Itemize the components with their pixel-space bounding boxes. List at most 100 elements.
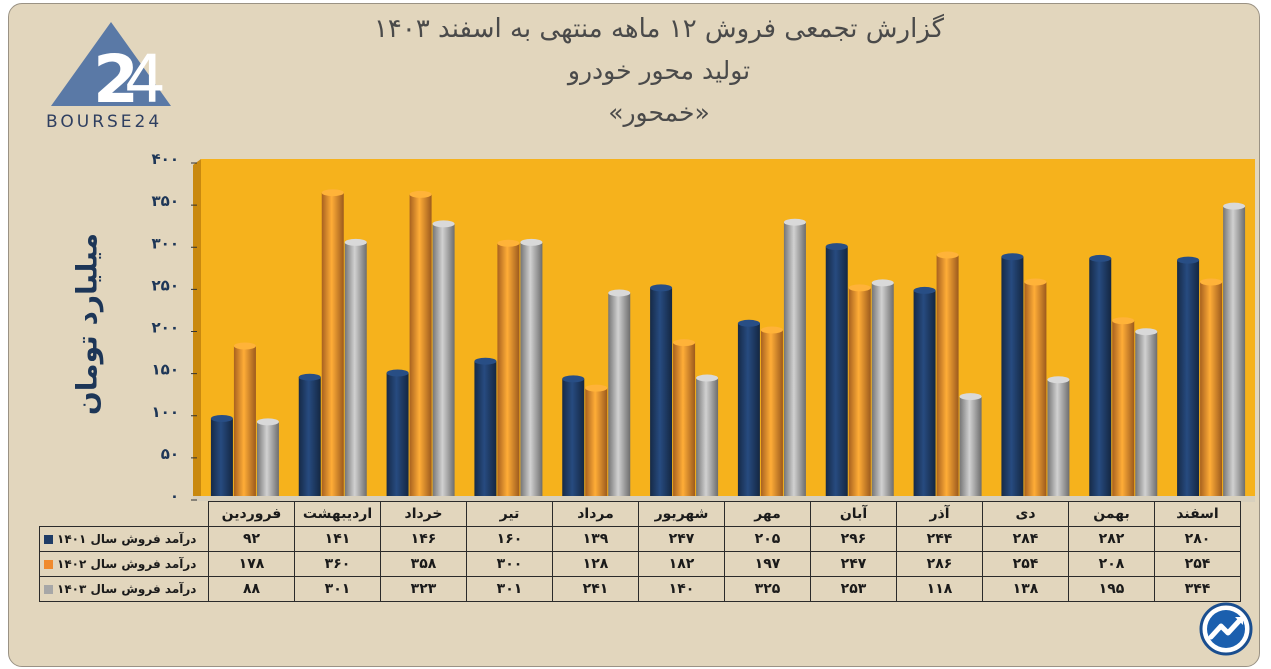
table-header-row: فروردین اردیبهشت خرداد تیر مرداد شهریور مهر آبا… [39, 501, 1241, 527]
bar-top [409, 190, 432, 198]
bar [673, 342, 696, 496]
legend-label: درآمد فروش سال ۱۴۰۱ [57, 532, 197, 546]
bar-top [673, 339, 696, 347]
data-label: ۱۸۲ [638, 551, 725, 577]
data-label: ۳۵۸ [380, 551, 467, 577]
bar [650, 287, 673, 496]
bar-top [936, 251, 959, 259]
plot-floor [193, 496, 1255, 502]
legend-swatch [44, 560, 53, 569]
y-tick-label: ۴۰۰ [152, 150, 179, 168]
bar-top [1177, 256, 1200, 264]
bar-top [562, 375, 585, 383]
data-label: ۲۴۱ [552, 576, 639, 602]
bar [497, 243, 520, 496]
y-tick-label: ۳۰۰ [152, 234, 179, 252]
data-label: ۲۴۴ [896, 526, 983, 552]
bar-top [825, 243, 848, 251]
bar [432, 223, 455, 496]
bar [474, 361, 497, 496]
bar [696, 378, 719, 496]
data-label: ۲۹۶ [810, 526, 897, 552]
data-label: ۲۵۴ [982, 551, 1069, 577]
data-label: ۱۳۹ [552, 526, 639, 552]
data-label: ۱۲۸ [552, 551, 639, 577]
data-label: ۱۴۶ [380, 526, 467, 552]
bar-top [474, 357, 497, 365]
y-tick-label: ۳۵۰ [152, 192, 179, 210]
svg-text:2: 2 [93, 41, 139, 118]
month-label: مرداد [552, 501, 639, 527]
y-tick-label: ۵۰ [161, 445, 179, 463]
bar [1024, 282, 1047, 496]
svg-text:4: 4 [124, 41, 166, 118]
bar-top [256, 418, 279, 426]
data-label: ۱۷۸ [208, 551, 295, 577]
bar-top [298, 373, 321, 381]
bar-top [959, 393, 982, 401]
trend-badge-icon [1199, 602, 1253, 656]
month-label: خرداد [380, 501, 467, 527]
bar [210, 418, 233, 496]
bar [848, 287, 871, 496]
month-label: دی [982, 501, 1069, 527]
month-label: اسفند [1154, 501, 1241, 527]
data-label: ۲۸۶ [896, 551, 983, 577]
bar [409, 194, 432, 496]
bar [825, 246, 848, 496]
bar [913, 290, 936, 496]
data-label: ۱۴۰ [638, 576, 725, 602]
data-label: ۳۰۱ [294, 576, 381, 602]
bar-top [1112, 317, 1135, 325]
bar [737, 323, 760, 496]
logo-text: BOURSE24 [46, 112, 163, 132]
bar-top [650, 284, 673, 292]
legend-label: درآمد فروش سال ۱۴۰۳ [57, 582, 197, 596]
bar [1112, 320, 1135, 496]
data-label: ۱۳۸ [982, 576, 1069, 602]
data-label: ۳۲۵ [724, 576, 811, 602]
y-axis-label: میلیارد تومان [70, 232, 104, 416]
data-label: ۲۴۷ [638, 526, 725, 552]
chart-company-symbol: «خمحور» [608, 98, 710, 127]
bar [585, 388, 608, 496]
month-label: تیر [466, 501, 553, 527]
bar-top [913, 286, 936, 294]
data-label: ۱۱۸ [896, 576, 983, 602]
y-tick-label: ۱۰۰ [152, 403, 179, 421]
month-label: فروردین [208, 501, 295, 527]
bar-top [696, 374, 719, 382]
series-legend: درآمد فروش سال ۱۴۰۲ [39, 551, 209, 577]
bar-top [233, 342, 256, 350]
plot-side-wall [193, 159, 201, 502]
bar [1177, 260, 1200, 496]
month-label: بهمن [1068, 501, 1155, 527]
bar-top [432, 220, 455, 228]
bar [1135, 331, 1158, 496]
bar [1047, 379, 1070, 496]
data-label: ۳۲۳ [380, 576, 467, 602]
legend-label: درآمد فروش سال ۱۴۰۲ [57, 557, 197, 571]
data-label: ۳۶۰ [294, 551, 381, 577]
data-label: ۲۸۰ [1154, 526, 1241, 552]
bar [298, 377, 321, 496]
table-row: درآمد فروش سال ۱۴۰۲ ۱۷۸ ۳۶۰ ۳۵۸ ۳۰۰ ۱۲۸ ۱۸۲ ۱۹۷… [39, 551, 1241, 577]
data-label: ۱۴۱ [294, 526, 381, 552]
bar [1089, 258, 1112, 496]
y-tick-label: ۰ [170, 487, 179, 505]
bar-top [1001, 253, 1024, 261]
bar [608, 292, 631, 496]
table-row: درآمد فروش سال ۱۴۰۳ ۸۸ ۳۰۱ ۳۲۳ ۳۰۱ ۲۴۱ ۱۴۰ ۳۲۵ ۲… [39, 576, 1241, 602]
month-label: آبان [810, 501, 897, 527]
bar-top [848, 284, 871, 292]
bar-top [497, 239, 520, 247]
bar-top [344, 238, 367, 246]
bar-top [737, 319, 760, 327]
bar [760, 330, 783, 496]
chart-frame: 2 4 BOURSE24 گزارش تجمعی فروش ۱۲ ماهه من… [8, 3, 1260, 667]
bar-top [585, 384, 608, 392]
bar-top [1024, 278, 1047, 286]
bar [321, 192, 344, 496]
bar-top [1223, 202, 1246, 210]
legend-swatch [44, 585, 53, 594]
